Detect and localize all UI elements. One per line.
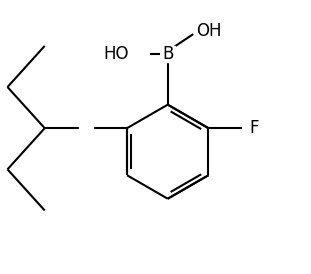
Text: OH: OH xyxy=(196,22,222,40)
Text: O: O xyxy=(79,119,92,137)
Text: HO: HO xyxy=(103,45,128,63)
Text: F: F xyxy=(250,119,259,137)
Text: B: B xyxy=(162,45,174,63)
Bar xyxy=(79,120,93,136)
Bar xyxy=(161,46,174,62)
